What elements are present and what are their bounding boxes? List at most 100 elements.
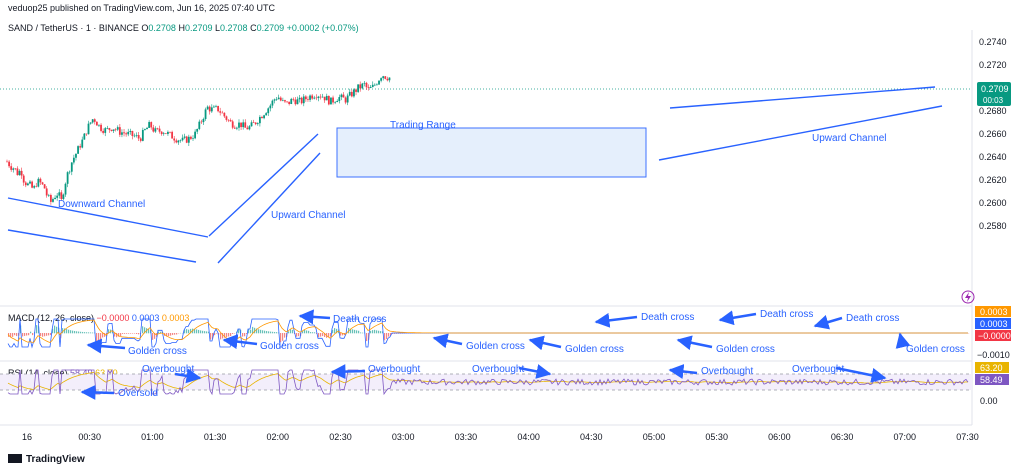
macd-hist-bar bbox=[236, 331, 238, 334]
candle-body bbox=[386, 78, 389, 81]
candle-body bbox=[66, 172, 69, 184]
candle-body bbox=[41, 182, 44, 185]
macd-hist-bar bbox=[64, 328, 66, 334]
candle-body bbox=[325, 95, 328, 101]
overbought-2-arrow bbox=[330, 364, 366, 380]
macd-hist-bar bbox=[30, 331, 32, 334]
rsi-legend[interactable]: RSI (14, close) 58.49 63.70 bbox=[8, 368, 118, 378]
time-axis-ticks[interactable]: 16 00:30 01:00 01:30 02:00 02:30 03:00 03:30 04:… bbox=[22, 432, 979, 442]
macd-hist-bar bbox=[374, 329, 376, 334]
macd-hist-bar bbox=[394, 333, 396, 334]
candle-body bbox=[275, 99, 278, 100]
macd-hist-bar bbox=[356, 330, 358, 334]
candle-body bbox=[144, 129, 146, 130]
time-tick-2: 01:00 bbox=[141, 432, 164, 442]
candle-body bbox=[20, 170, 23, 176]
macd-hist-bar bbox=[372, 330, 374, 334]
macd-hist-bar bbox=[86, 332, 88, 334]
macd-hist-bar bbox=[80, 331, 82, 334]
candle-body bbox=[265, 113, 268, 116]
candle-body bbox=[175, 140, 178, 143]
candle-body bbox=[181, 137, 184, 141]
candle-body bbox=[190, 136, 192, 139]
candle-body bbox=[45, 188, 48, 196]
candle-body bbox=[206, 106, 209, 110]
macd-hist-bar bbox=[362, 332, 364, 334]
macd-hist-bar bbox=[170, 333, 172, 336]
candle-body bbox=[384, 76, 387, 79]
golden-cross-4-label: Golden cross bbox=[565, 344, 624, 355]
macd-tag-macd bbox=[975, 318, 1011, 329]
macd-hist-bar bbox=[244, 333, 246, 337]
candle-body bbox=[202, 119, 205, 123]
macd-hist-bar bbox=[116, 333, 118, 338]
high-label: H bbox=[178, 23, 185, 33]
candle-body bbox=[256, 123, 259, 125]
macd-hist-bar bbox=[136, 333, 138, 334]
macd-hist-bar bbox=[132, 333, 134, 334]
lightning-icon[interactable] bbox=[961, 290, 975, 304]
candle-body bbox=[246, 127, 249, 130]
price-tick-1: 0.2720 bbox=[979, 60, 1007, 70]
macd-tag-signal-label: 0.0003 bbox=[980, 307, 1008, 317]
candle-body bbox=[18, 170, 21, 176]
candle-body bbox=[277, 97, 280, 100]
candle-body bbox=[112, 129, 115, 131]
macd-hist-bar bbox=[230, 333, 232, 336]
candle-body bbox=[114, 129, 117, 131]
macd-hist-bar bbox=[78, 331, 80, 334]
macd-hist-bar bbox=[306, 330, 308, 334]
macd-hist-bar bbox=[124, 333, 126, 334]
overbought-4-label: Overbought bbox=[701, 366, 753, 377]
macd-hist-bar bbox=[290, 329, 292, 334]
macd-hist-bar bbox=[388, 333, 390, 337]
macd-hist-bar bbox=[324, 333, 326, 338]
change-value: +0.0002 (+0.07%) bbox=[286, 23, 359, 33]
candle-body bbox=[238, 122, 240, 128]
candle-body bbox=[95, 121, 98, 126]
candle-body bbox=[380, 78, 383, 81]
macd-hist-bar bbox=[174, 333, 176, 335]
candle-body bbox=[52, 199, 54, 202]
candle-body bbox=[104, 128, 107, 133]
macd-hist-bar bbox=[36, 325, 38, 334]
macd-hist-bar bbox=[330, 333, 332, 337]
overbought-3-label: Overbought bbox=[472, 364, 524, 375]
candle-body bbox=[365, 82, 368, 88]
candle-body bbox=[79, 146, 82, 148]
macd-hist-bar bbox=[340, 333, 342, 336]
macd-hist-bar bbox=[142, 326, 144, 334]
tradingview-logo[interactable]: TradingView bbox=[8, 454, 85, 465]
macd-hist-bar bbox=[358, 330, 360, 334]
time-tick-6: 03:00 bbox=[392, 432, 415, 442]
candle-body bbox=[171, 131, 174, 139]
macd-hist-bar bbox=[266, 331, 268, 334]
rsi-value: 58.49 bbox=[70, 368, 93, 378]
macd-hist-bar bbox=[376, 330, 378, 334]
macd-hist-bar bbox=[292, 329, 294, 334]
macd-hist-bar bbox=[72, 330, 74, 334]
macd-legend[interactable]: MACD (12, 26, close) −0.0000 0.0003 0.00… bbox=[8, 313, 189, 323]
candle-body bbox=[187, 136, 190, 143]
macd-hist-bar bbox=[70, 330, 72, 334]
macd-hist-bar bbox=[282, 333, 284, 341]
macd-tag-signal bbox=[975, 306, 1011, 317]
macd-hist-bar bbox=[66, 329, 68, 334]
upward-channel-1-upper-line bbox=[208, 133, 319, 237]
tv-brand-label: TradingView bbox=[26, 454, 85, 465]
macd-hist-bar bbox=[10, 333, 12, 338]
candle-body bbox=[118, 127, 121, 135]
macd-hist-bar bbox=[152, 333, 154, 340]
macd-hist-bar bbox=[202, 330, 204, 334]
macd-hist-bar bbox=[74, 330, 76, 334]
candle-body bbox=[162, 133, 165, 135]
death-cross-4-arrow bbox=[813, 314, 843, 330]
candle-body bbox=[302, 96, 305, 104]
candle-body bbox=[323, 96, 326, 101]
price-axis-ticks[interactable]: 0.27400.27200.27000.26800.26600.26400.26… bbox=[979, 37, 1007, 231]
candle-body bbox=[177, 140, 180, 143]
macd-hist-bar bbox=[232, 333, 234, 334]
macd-hist-bar bbox=[32, 333, 34, 336]
symbol-legend[interactable]: SAND / TetherUS · 1 · BINANCE O0.2708 H0… bbox=[8, 23, 359, 33]
